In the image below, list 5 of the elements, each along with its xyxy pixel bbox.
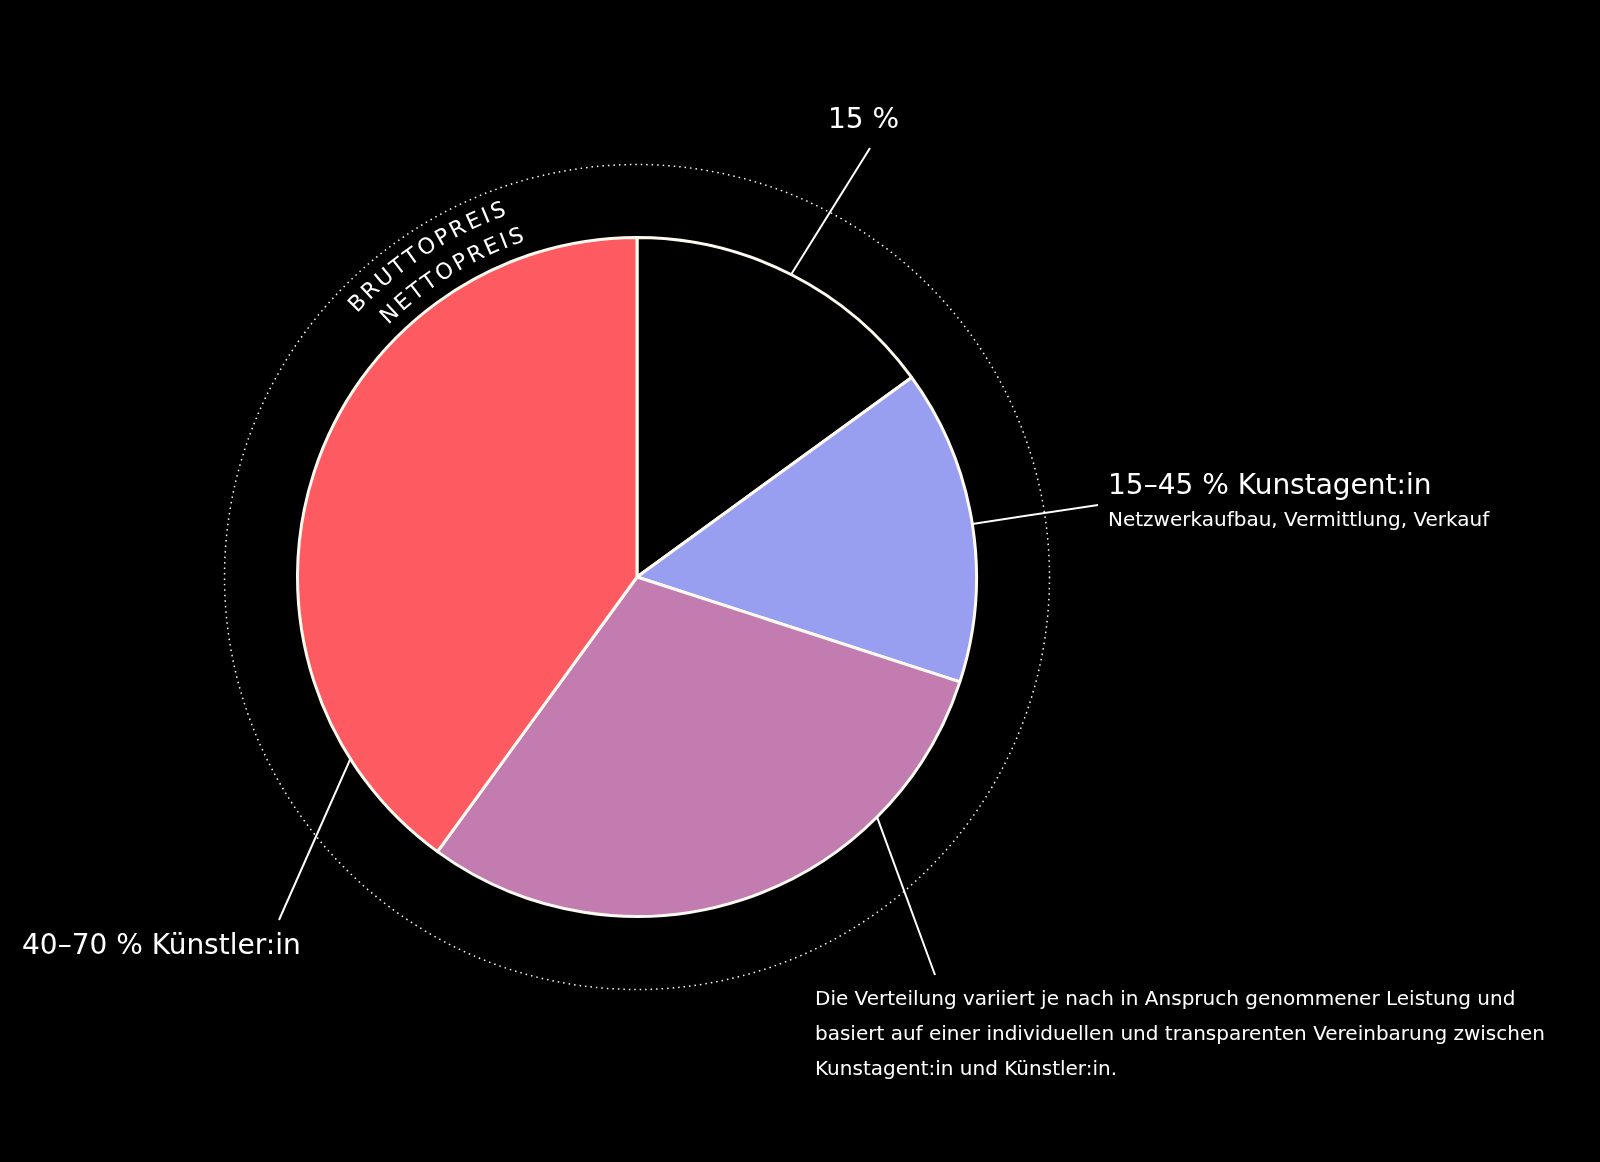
text: Netzwerkaufbau, Vermittlung, Verkauf bbox=[1108, 507, 1491, 531]
slice-label: 15 % bbox=[828, 102, 900, 135]
slice-label: 15–45 % Kunstagent:in bbox=[1108, 468, 1432, 501]
slice-label: 40–70 % Künstler:in bbox=[22, 928, 301, 961]
text: Die Verteilung variiert je nach in Anspruch genommener Leistung und basiert auf einer individuellen und transparenten Vereinbarung zwischen Kunstagent:in und Künstler:in. bbox=[815, 986, 1545, 1080]
